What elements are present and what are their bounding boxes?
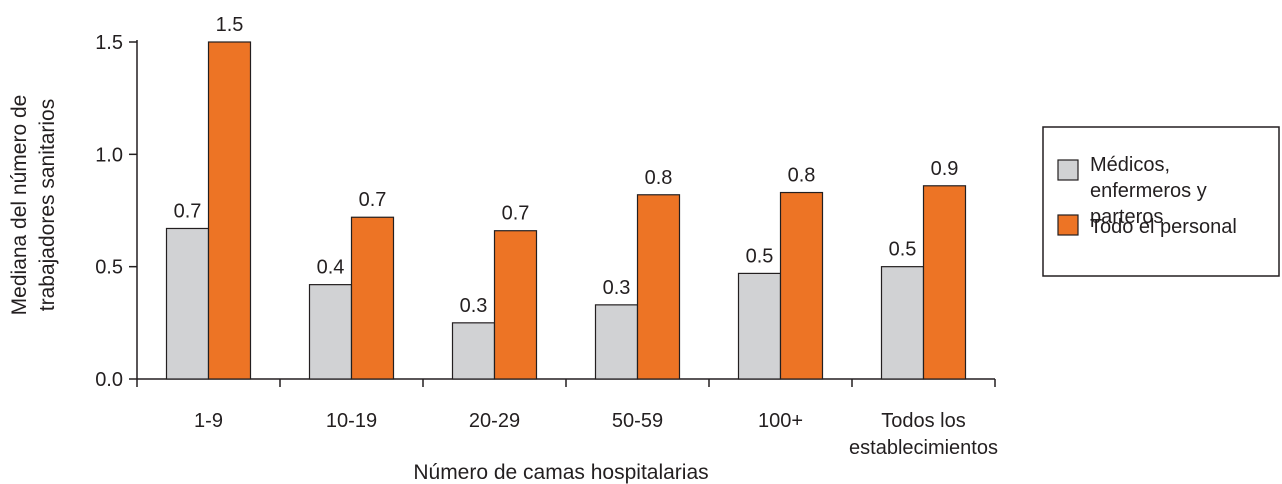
bar: [451, 322, 496, 380]
bar: [737, 272, 782, 380]
data-label: 0.8: [645, 167, 673, 189]
legend-swatch: [1057, 159, 1079, 181]
bar: [165, 227, 210, 380]
y-axis-title: Mediana del número de: [8, 95, 31, 316]
data-label: 0.7: [359, 189, 387, 211]
bar: [880, 266, 925, 380]
legend-label: enfermeros y: [1090, 180, 1207, 202]
x-tick-label: 50-59: [612, 410, 663, 432]
data-label: 0.7: [174, 200, 202, 222]
data-label: 0.7: [502, 203, 530, 225]
y-tick-label: 1.5: [95, 32, 123, 54]
bar: [594, 304, 639, 380]
bar: [308, 284, 353, 380]
bar: [493, 230, 538, 380]
x-tick-label: 20-29: [469, 410, 520, 432]
y-tick-label: 0.0: [95, 369, 123, 391]
legend-label: Todo el personal: [1090, 216, 1237, 238]
data-label: 0.5: [746, 245, 774, 267]
bar: [207, 41, 252, 380]
data-label: 0.3: [603, 277, 631, 299]
data-label: 0.4: [317, 257, 345, 279]
bar: [922, 185, 967, 380]
y-axis-title: trabajadores sanitarios: [36, 99, 59, 311]
x-tick-label: 100+: [758, 410, 803, 432]
plot-area: 0.0 0.5 1.0 1.5 0.7 1.5 1-9 0.4 0.7 10-19 0.3 0.7 20…: [8, 14, 998, 484]
data-label: 0.9: [931, 158, 959, 180]
x-tick-label: 10-19: [326, 410, 377, 432]
data-label: 0.5: [889, 239, 917, 261]
y-tick-label: 0.5: [95, 257, 123, 279]
legend-swatch: [1057, 214, 1079, 236]
x-tick-label: establecimientos: [849, 437, 998, 459]
x-tick-label: 1-9: [194, 410, 223, 432]
data-label: 0.8: [788, 165, 816, 187]
legend-label: Médicos,: [1090, 154, 1170, 176]
data-label: 0.3: [460, 295, 488, 317]
legend-label: parteros: [1090, 206, 1163, 228]
y-tick-label: 1.0: [95, 144, 123, 166]
legend-box: [1042, 126, 1280, 277]
x-axis-title: Número de camas hospitalarias: [413, 461, 708, 484]
bar: [779, 191, 824, 380]
x-tick-label: Todos los: [881, 410, 966, 432]
bar: [350, 216, 395, 380]
data-label: 1.5: [216, 14, 244, 36]
bar: [636, 194, 681, 380]
